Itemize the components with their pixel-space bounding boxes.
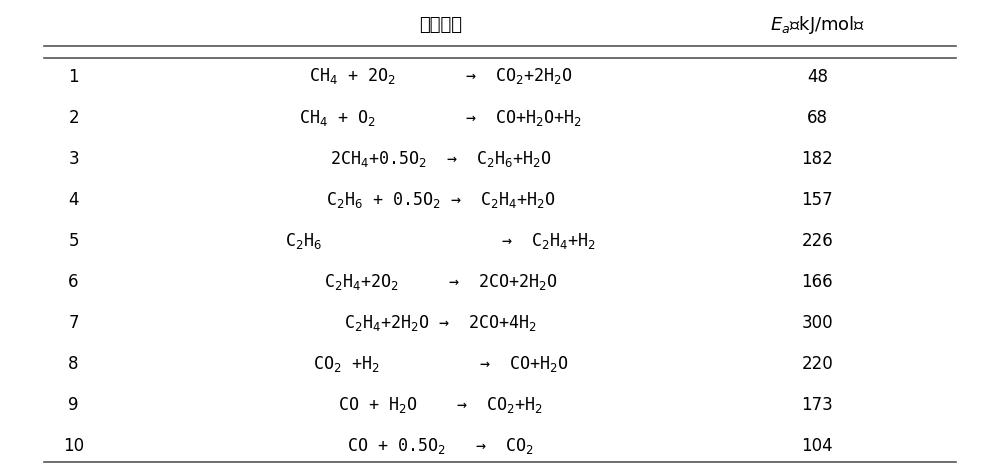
Text: 9: 9: [68, 396, 79, 414]
Text: C$_2$H$_4$+2H$_2$O →  2CO+4H$_2$: C$_2$H$_4$+2H$_2$O → 2CO+4H$_2$: [344, 313, 537, 333]
Text: $E_a$（kJ/mol）: $E_a$（kJ/mol）: [770, 14, 865, 36]
Text: 3: 3: [68, 150, 79, 168]
Text: CO + H$_2$O    →  CO$_2$+H$_2$: CO + H$_2$O → CO$_2$+H$_2$: [338, 395, 543, 415]
Text: 48: 48: [807, 67, 828, 86]
Text: 166: 166: [802, 273, 833, 291]
Text: CH$_4$ + 2O$_2$       →  CO$_2$+2H$_2$O: CH$_4$ + 2O$_2$ → CO$_2$+2H$_2$O: [309, 66, 572, 86]
Text: 10: 10: [63, 437, 84, 455]
Text: 226: 226: [801, 232, 833, 250]
Text: 6: 6: [68, 273, 79, 291]
Text: 反应方程: 反应方程: [419, 16, 462, 34]
Text: 1: 1: [68, 67, 79, 86]
Text: 300: 300: [802, 314, 833, 332]
Text: CO + 0.5O$_2$   →  CO$_2$: CO + 0.5O$_2$ → CO$_2$: [347, 436, 534, 456]
Text: CH$_4$ + O$_2$         →  CO+H$_2$O+H$_2$: CH$_4$ + O$_2$ → CO+H$_2$O+H$_2$: [299, 107, 582, 128]
Text: 8: 8: [68, 355, 79, 373]
Text: C$_2$H$_6$ + 0.5O$_2$ →  C$_2$H$_4$+H$_2$O: C$_2$H$_6$ + 0.5O$_2$ → C$_2$H$_4$+H$_2$…: [326, 190, 555, 209]
Text: 68: 68: [807, 109, 828, 126]
Text: C$_2$H$_4$+2O$_2$     →  2CO+2H$_2$O: C$_2$H$_4$+2O$_2$ → 2CO+2H$_2$O: [324, 272, 557, 292]
Text: C$_2$H$_6$                  →  C$_2$H$_4$+H$_2$: C$_2$H$_6$ → C$_2$H$_4$+H$_2$: [285, 231, 596, 251]
Text: 173: 173: [801, 396, 833, 414]
Text: 182: 182: [801, 150, 833, 168]
Text: 7: 7: [68, 314, 79, 332]
Text: 2CH$_4$+0.5O$_2$  →  C$_2$H$_6$+H$_2$O: 2CH$_4$+0.5O$_2$ → C$_2$H$_6$+H$_2$O: [330, 149, 551, 169]
Text: 157: 157: [802, 190, 833, 209]
Text: 2: 2: [68, 109, 79, 126]
Text: 5: 5: [68, 232, 79, 250]
Text: 220: 220: [801, 355, 833, 373]
Text: 104: 104: [802, 437, 833, 455]
Text: CO$_2$ +H$_2$          →  CO+H$_2$O: CO$_2$ +H$_2$ → CO+H$_2$O: [313, 354, 568, 374]
Text: 4: 4: [68, 190, 79, 209]
